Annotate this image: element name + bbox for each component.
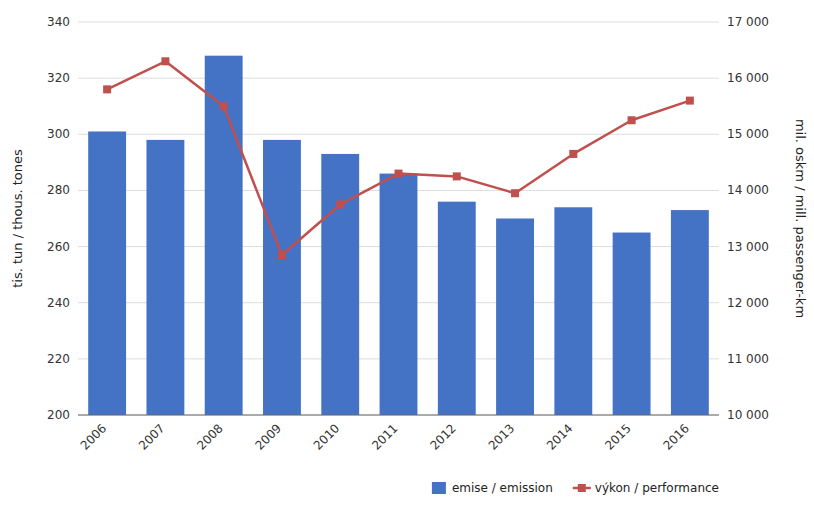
- bar: [554, 207, 592, 415]
- bar: [496, 219, 534, 416]
- y2-tick-label: 17 000: [727, 15, 769, 29]
- y-tick-label: 340: [47, 15, 70, 29]
- marker: [395, 170, 403, 178]
- chart: 200 220 240 260 280 300 320 340 10 000 11 000 12 0…: [0, 0, 814, 513]
- y-tick-label: 320: [47, 71, 70, 85]
- y-tick-label: 280: [47, 183, 70, 197]
- y2-tick-label: 15 000: [727, 127, 769, 141]
- legend-swatch: [432, 482, 446, 494]
- legend: emise / emission výkon / performance: [432, 481, 719, 495]
- marker: [161, 57, 169, 65]
- marker: [453, 172, 461, 180]
- y-tick-label: 240: [47, 296, 70, 310]
- y2-tick-label: 13 000: [727, 240, 769, 254]
- legend-item: výkon / performance: [573, 481, 719, 495]
- y2-tick-label: 11 000: [727, 352, 769, 366]
- y-tick-label: 260: [47, 240, 70, 254]
- x-tick-label: 2010: [311, 421, 342, 452]
- marker: [628, 116, 636, 124]
- y2-tick-label: 16 000: [727, 71, 769, 85]
- marker: [686, 97, 694, 105]
- y2-tick-label: 12 000: [727, 296, 769, 310]
- x-tick-label: 2011: [369, 421, 400, 452]
- grid-line: [78, 22, 719, 23]
- legend-item: emise / emission: [432, 481, 553, 495]
- x-axis-line: [78, 415, 719, 416]
- bar: [205, 56, 243, 415]
- grid-line: [78, 415, 719, 416]
- marker: [569, 150, 577, 158]
- y-tick-label: 220: [47, 352, 70, 366]
- x-tick-label: 2012: [427, 421, 458, 452]
- bar: [146, 140, 184, 415]
- x-tick-label: 2009: [253, 421, 284, 452]
- y-tick-label: 300: [47, 127, 70, 141]
- x-tick-label: 2007: [136, 421, 167, 452]
- y2-tick-label: 14 000: [727, 183, 769, 197]
- legend-label: emise / emission: [452, 481, 553, 495]
- y-axis-label: tis. tun / thous. tones: [10, 149, 25, 288]
- marker: [103, 85, 111, 93]
- x-tick-label: 2016: [660, 421, 691, 452]
- x-tick-label: 2008: [194, 421, 225, 452]
- y-tick-label: 200: [47, 408, 70, 422]
- grid-line: [78, 134, 719, 135]
- grid-line: [78, 78, 719, 79]
- marker: [278, 251, 286, 259]
- legend-swatch-marker: [578, 484, 586, 492]
- bar: [321, 154, 359, 415]
- plot-area: [88, 56, 709, 415]
- y2-tick-label: 10 000: [727, 408, 769, 422]
- x-tick-label: 2015: [602, 421, 633, 452]
- legend-label: výkon / performance: [595, 481, 719, 495]
- marker: [511, 189, 519, 197]
- bar: [380, 174, 418, 415]
- y2-axis-label: mil. oskm / mill. passenger-km: [793, 119, 808, 318]
- x-tick-label: 2006: [78, 421, 109, 452]
- bar: [438, 202, 476, 415]
- bar: [263, 140, 301, 415]
- marker: [220, 102, 228, 110]
- line: [107, 61, 690, 255]
- marker: [336, 200, 344, 208]
- x-tick-label: 2013: [486, 421, 517, 452]
- bar: [613, 233, 651, 415]
- bar: [88, 131, 126, 415]
- bar: [671, 210, 709, 415]
- x-tick-label: 2014: [544, 421, 575, 452]
